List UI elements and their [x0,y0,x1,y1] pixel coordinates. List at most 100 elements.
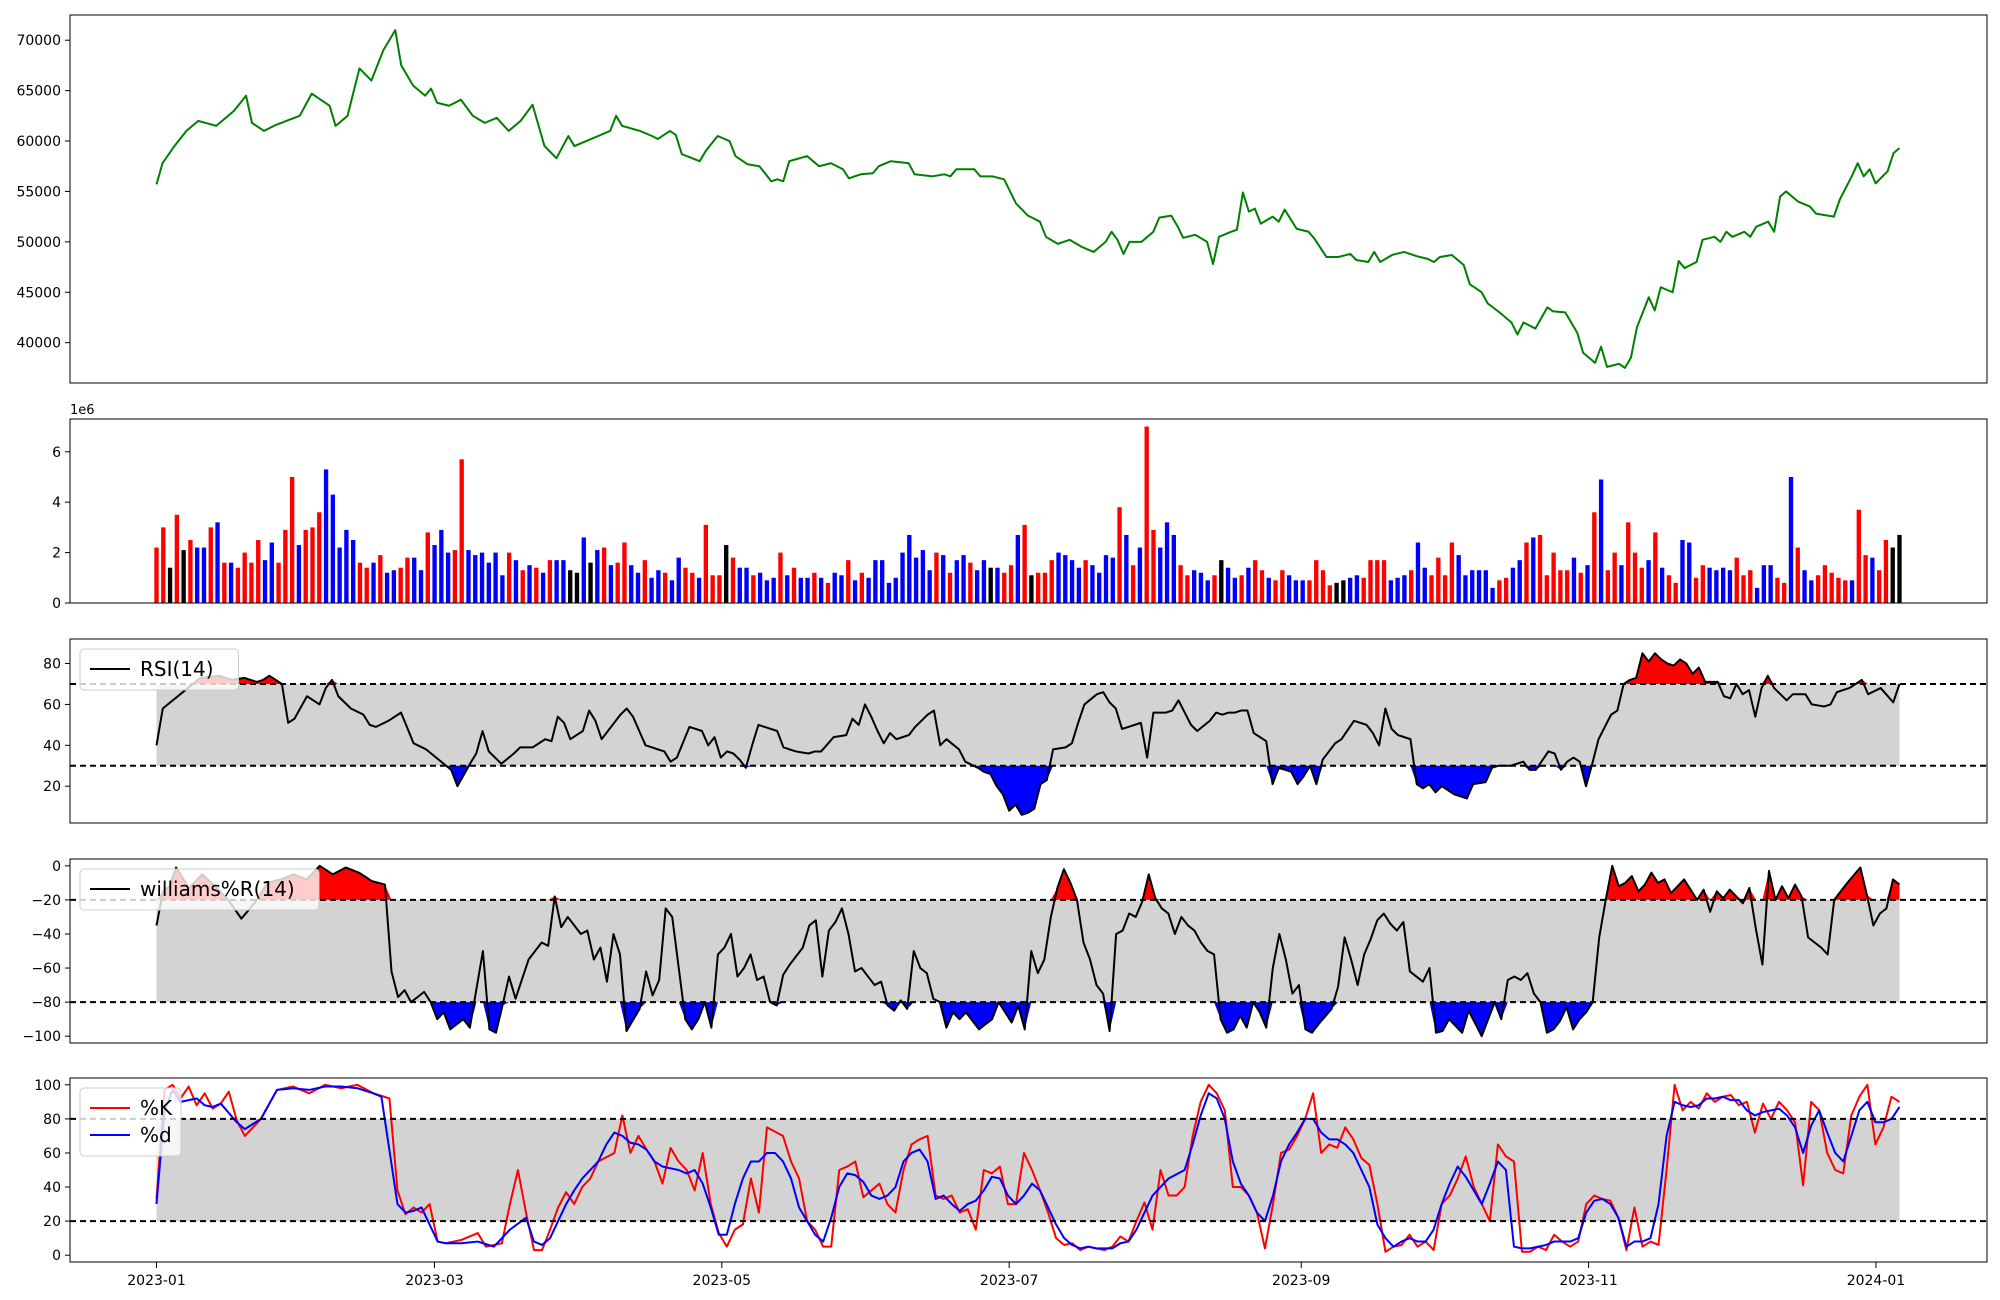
volume-bar [1320,570,1326,603]
volume-bar [1388,580,1394,603]
volume-bar [1253,560,1258,603]
volume-bar [846,560,851,603]
volume-bar [1442,575,1448,603]
volume-bar [1029,575,1034,603]
volume-bar [1714,570,1719,603]
volume-bar [771,577,776,603]
volume-bar [818,577,824,603]
volume-bar [683,567,688,603]
volume-bar [351,539,356,603]
volume-bar [1585,565,1590,603]
volume-bar [1775,577,1780,603]
volume-bar [1592,512,1597,603]
price-panel: 40000 45000 50000 55000 60000 65000 70000 [16,14,1988,384]
price-ytick-label: 40000 [16,336,61,352]
volume-bar [1639,567,1644,603]
volume-bar [1470,570,1475,603]
volume-bar [893,577,898,603]
volume-bar [900,552,905,603]
volume-bar [880,560,885,603]
volume-bar [839,575,844,603]
volume-bar [1280,570,1285,603]
stochastic-ytick-label: 40 [43,1180,61,1196]
volume-bar [323,469,329,603]
stochastic-ytick-label: 20 [43,1214,61,1230]
volume-bar [1782,582,1787,603]
volume-bar [1510,567,1516,603]
volume-bar [1137,547,1143,603]
volume-bar [1402,575,1407,603]
volume-bar [791,567,797,603]
volume-bar [384,572,390,603]
volume-bar [974,570,980,603]
volume-bar [561,560,566,603]
volume-bar [1354,575,1360,603]
volume-bar [1449,542,1455,603]
volume-bar [676,557,681,603]
volume-bar [1002,572,1007,603]
volume-bar [662,572,668,603]
volume-bar [1693,577,1699,603]
volume-bar [805,577,810,603]
volume-bar [1429,575,1434,603]
x-tick-label: 2023-09 [1272,1273,1331,1289]
volume-bar [744,567,749,603]
volume-bar [1375,560,1380,603]
x-tick-label: 2023-03 [405,1273,464,1289]
volume-bar [1212,575,1217,603]
volume-plot-area: 0 2 4 6 [52,418,1988,612]
volume-bar [398,567,403,603]
volume-bar [195,547,200,603]
volume-panel: 0 2 4 6 1e6 [52,403,1988,612]
volume-bar [262,560,268,603]
volume-bar [1327,585,1332,603]
volume-bar [1883,539,1889,603]
volume-bar [1863,555,1868,603]
price-line [155,29,1901,369]
volume-bar [635,572,641,603]
stochastic-ytick-label: 0 [52,1248,61,1264]
volume-bar [1436,557,1441,603]
volume-bar [812,572,817,603]
volume-bar [913,557,919,603]
stochastic-ytick-label: 60 [43,1146,61,1162]
williams-ytick-label: −100 [23,1029,61,1045]
volume-bar [1395,577,1400,603]
volume-bar [1809,580,1814,603]
volume-bar [473,555,478,603]
volume-bar [283,529,288,603]
volume-bar [1815,575,1821,603]
volume-bar [1754,587,1760,603]
volume-bar [1103,555,1109,603]
volume-bar [1307,580,1312,603]
volume-bar [1069,560,1075,603]
volume-bar [608,565,614,603]
volume-bar [1239,575,1244,603]
volume-bar [581,537,586,603]
volume-bar [764,580,770,603]
volume-bar [1687,542,1692,603]
volume-bar [1836,577,1841,603]
volume-bar [527,565,532,603]
volume-bar [1415,542,1421,603]
volume-bar [1578,572,1583,603]
volume-bar [1008,565,1014,603]
williams-ytick-label: −20 [31,893,61,909]
volume-bar [866,577,871,603]
volume-bar [886,582,892,603]
volume-bar [1483,570,1488,603]
volume-bar [1890,547,1895,603]
volume-bar [954,560,959,603]
williams-line-1 [155,864,1901,1038]
williams-ytick-label: 0 [52,859,61,875]
volume-bar [920,550,926,603]
volume-bar [513,560,519,603]
volume-bar [1422,567,1427,603]
volume-bar [1056,552,1061,603]
volume-bar [1158,547,1163,603]
volume-bar [690,572,695,603]
volume-ytick-label: 2 [52,546,61,562]
volume-bar [1721,567,1726,603]
volume-bar [934,552,939,603]
volume-bar [1748,570,1753,603]
